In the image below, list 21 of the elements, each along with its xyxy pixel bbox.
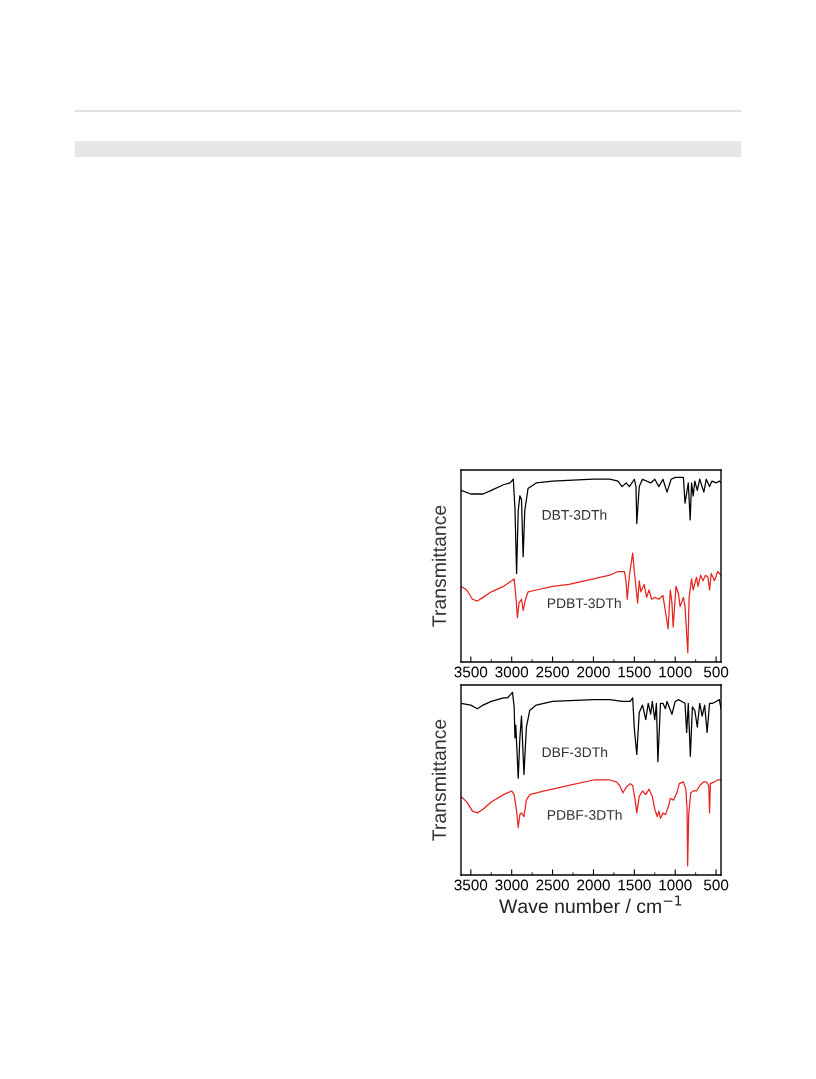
- series-label: PDBT-3DTh: [547, 597, 621, 609]
- x-tick-label: 1500: [618, 666, 651, 678]
- x-tick-label: 3000: [495, 666, 529, 678]
- series-label: PDBF-3DTh: [547, 809, 622, 820]
- series-label: DBF-3DTh: [542, 746, 608, 758]
- y-axis-title: Transmittance: [431, 719, 447, 841]
- x-tick-label: 3000: [495, 879, 529, 891]
- x-tick-label: 2000: [577, 879, 610, 891]
- x-tick-label: 1000: [659, 879, 692, 891]
- x-tick-label: 3500: [454, 879, 488, 891]
- x-tick-label: 500: [703, 666, 729, 678]
- x-tick-label: 2000: [577, 666, 610, 678]
- x-tick-label: 2500: [536, 879, 569, 891]
- y-axis-title: Transmittance: [431, 505, 447, 627]
- x-tick-label: 1000: [659, 666, 692, 678]
- x-tick-label: 3500: [454, 666, 488, 678]
- x-tick-label: 1500: [618, 879, 651, 891]
- x-axis-title: Wave number / cm$^{−1}$: [499, 895, 682, 914]
- series-label: DBT-3DTh: [542, 509, 607, 520]
- x-tick-label: 2500: [536, 666, 569, 678]
- x-tick-label: 500: [703, 879, 729, 891]
